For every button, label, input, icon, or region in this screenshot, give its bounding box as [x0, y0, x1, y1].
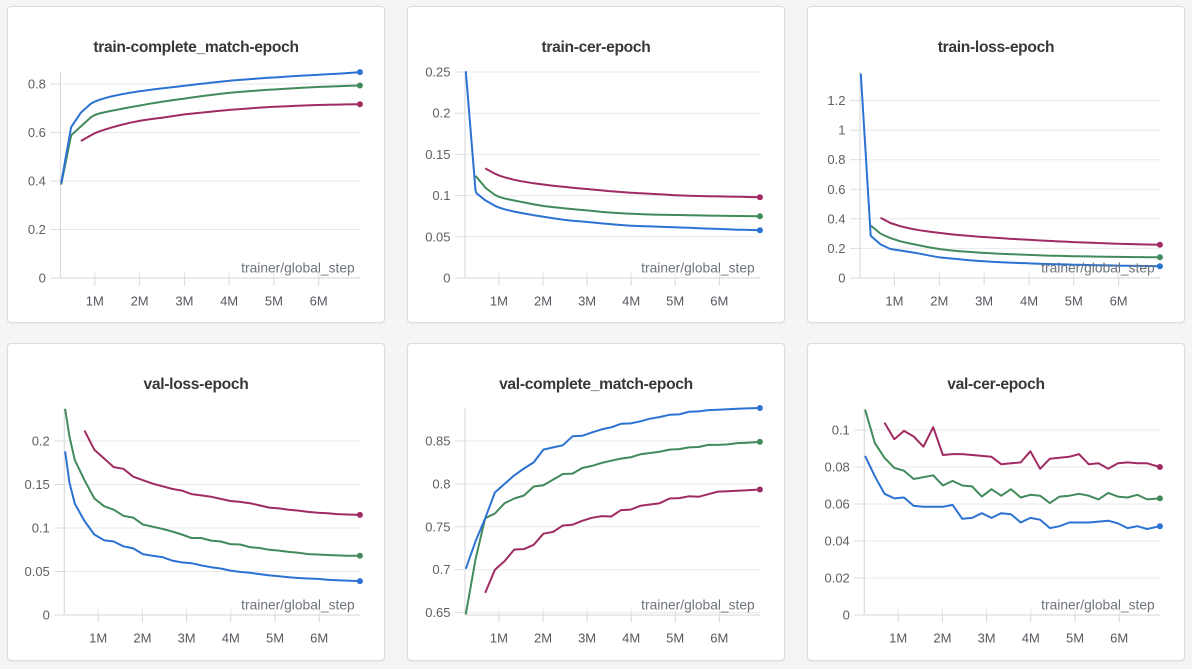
svg-text:2M: 2M [933, 631, 951, 646]
svg-text:6M: 6M [310, 631, 328, 646]
svg-text:0.02: 0.02 [824, 571, 849, 586]
svg-text:1M: 1M [86, 294, 104, 309]
svg-text:0.08: 0.08 [824, 460, 849, 475]
svg-text:0: 0 [843, 608, 850, 623]
svg-text:0.85: 0.85 [425, 434, 450, 449]
svg-text:4M: 4M [1020, 294, 1038, 309]
svg-text:0.75: 0.75 [425, 519, 450, 534]
svg-text:3M: 3M [175, 294, 193, 309]
svg-text:3M: 3M [975, 294, 993, 309]
svg-text:0.05: 0.05 [425, 229, 450, 244]
svg-text:train-complete_match-epoch: train-complete_match-epoch [93, 39, 298, 56]
svg-text:0.65: 0.65 [425, 605, 450, 620]
svg-text:0.7: 0.7 [432, 562, 450, 577]
svg-text:0.2: 0.2 [32, 434, 50, 449]
svg-text:2M: 2M [534, 294, 552, 309]
svg-text:1M: 1M [885, 294, 903, 309]
svg-text:0.2: 0.2 [432, 106, 450, 121]
svg-text:2M: 2M [534, 631, 552, 646]
svg-text:1.2: 1.2 [827, 93, 845, 108]
svg-text:0: 0 [443, 271, 450, 286]
svg-text:val-cer-epoch: val-cer-epoch [947, 376, 1045, 393]
svg-text:0.4: 0.4 [28, 174, 46, 189]
svg-text:0.2: 0.2 [28, 222, 46, 237]
svg-text:0.05: 0.05 [24, 564, 49, 579]
svg-text:2M: 2M [930, 294, 948, 309]
svg-text:0.2: 0.2 [827, 241, 845, 256]
svg-text:0.1: 0.1 [32, 521, 50, 536]
svg-text:5M: 5M [266, 631, 284, 646]
svg-text:1: 1 [838, 123, 845, 138]
svg-text:0.8: 0.8 [827, 152, 845, 167]
svg-text:train-cer-epoch: train-cer-epoch [541, 39, 650, 56]
svg-text:trainer/global_step: trainer/global_step [1041, 598, 1155, 613]
svg-text:3M: 3M [578, 294, 596, 309]
svg-text:3M: 3M [178, 631, 196, 646]
svg-text:trainer/global_step: trainer/global_step [641, 598, 755, 613]
svg-text:5M: 5M [1066, 631, 1084, 646]
svg-text:0.1: 0.1 [432, 188, 450, 203]
svg-text:4M: 4M [220, 294, 238, 309]
svg-text:0.15: 0.15 [24, 477, 49, 492]
svg-text:6M: 6M [710, 294, 728, 309]
svg-text:2M: 2M [131, 294, 149, 309]
svg-text:4M: 4M [622, 631, 640, 646]
svg-text:6M: 6M [1110, 631, 1128, 646]
svg-text:0.06: 0.06 [824, 497, 849, 512]
svg-text:4M: 4M [222, 631, 240, 646]
svg-text:trainer/global_step: trainer/global_step [641, 261, 755, 276]
svg-text:1M: 1M [490, 631, 508, 646]
svg-text:2M: 2M [133, 631, 151, 646]
svg-text:0.4: 0.4 [827, 211, 845, 226]
svg-text:0.15: 0.15 [425, 147, 450, 162]
svg-text:5M: 5M [666, 631, 684, 646]
svg-text:3M: 3M [978, 631, 996, 646]
svg-text:1M: 1M [490, 294, 508, 309]
svg-text:5M: 5M [1065, 294, 1083, 309]
svg-text:0.8: 0.8 [432, 476, 450, 491]
svg-text:3M: 3M [578, 631, 596, 646]
svg-text:0: 0 [39, 271, 46, 286]
svg-text:1M: 1M [889, 631, 907, 646]
svg-text:5M: 5M [265, 294, 283, 309]
svg-text:trainer/global_step: trainer/global_step [241, 261, 355, 276]
svg-text:0.6: 0.6 [28, 125, 46, 140]
svg-text:trainer/global_step: trainer/global_step [1041, 261, 1155, 276]
svg-text:1M: 1M [89, 631, 107, 646]
svg-text:4M: 4M [622, 294, 640, 309]
svg-text:6M: 6M [310, 294, 328, 309]
svg-text:5M: 5M [666, 294, 684, 309]
svg-text:0.04: 0.04 [824, 534, 849, 549]
svg-text:0.6: 0.6 [827, 182, 845, 197]
svg-text:val-complete_match-epoch: val-complete_match-epoch [499, 376, 693, 393]
svg-text:train-loss-epoch: train-loss-epoch [938, 39, 1055, 56]
svg-text:trainer/global_step: trainer/global_step [241, 598, 355, 613]
svg-text:0: 0 [43, 608, 50, 623]
svg-text:val-loss-epoch: val-loss-epoch [144, 376, 249, 393]
svg-text:0.1: 0.1 [832, 423, 850, 438]
svg-text:6M: 6M [710, 631, 728, 646]
svg-text:0: 0 [838, 271, 845, 286]
svg-text:6M: 6M [1110, 294, 1128, 309]
svg-text:0.25: 0.25 [425, 65, 450, 80]
svg-text:0.8: 0.8 [28, 77, 46, 92]
svg-text:4M: 4M [1022, 631, 1040, 646]
